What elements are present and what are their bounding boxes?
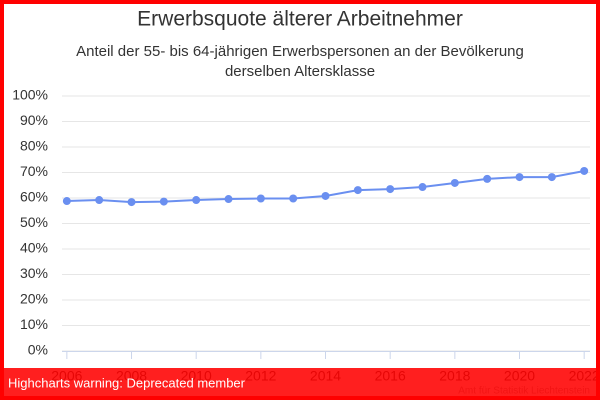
data-point	[450, 178, 459, 187]
y-tick-label: 70%	[20, 163, 48, 179]
data-point	[95, 196, 104, 205]
warning-layer: Highcharts warning: Deprecated member	[4, 368, 596, 397]
data-point	[159, 197, 168, 206]
y-tick-label: 60%	[20, 189, 48, 205]
data-point	[515, 173, 524, 182]
data-point	[386, 185, 395, 194]
data-point	[418, 183, 427, 192]
data-point	[547, 173, 556, 182]
y-tick-label: 10%	[20, 316, 48, 332]
data-point	[289, 194, 298, 203]
y-tick-label: 30%	[20, 265, 48, 281]
data-point	[321, 191, 330, 200]
y-tick-label: 0%	[28, 342, 48, 358]
y-tick-label: 50%	[20, 214, 48, 230]
warning-text: Highcharts warning: Deprecated member	[8, 375, 246, 390]
data-point	[256, 194, 265, 203]
y-tick-label: 80%	[20, 138, 48, 154]
data-point	[483, 174, 492, 183]
data-point	[353, 186, 362, 195]
chart-subtitle: derselben Altersklasse	[225, 63, 375, 80]
data-point	[127, 198, 136, 207]
data-point	[62, 197, 71, 206]
y-tick-label: 100%	[12, 87, 48, 103]
warning-bar	[4, 368, 596, 397]
y-tick-label: 90%	[20, 112, 48, 128]
data-point	[224, 195, 233, 204]
y-tick-label: 20%	[20, 291, 48, 307]
data-point	[580, 166, 589, 175]
chart-title: Erwerbsquote älterer Arbeitnehmer	[137, 8, 463, 31]
chart-subtitle: Anteil der 55- bis 64-jährigen Erwerbspe…	[76, 43, 524, 60]
y-tick-label: 40%	[20, 240, 48, 256]
data-point	[192, 196, 201, 205]
